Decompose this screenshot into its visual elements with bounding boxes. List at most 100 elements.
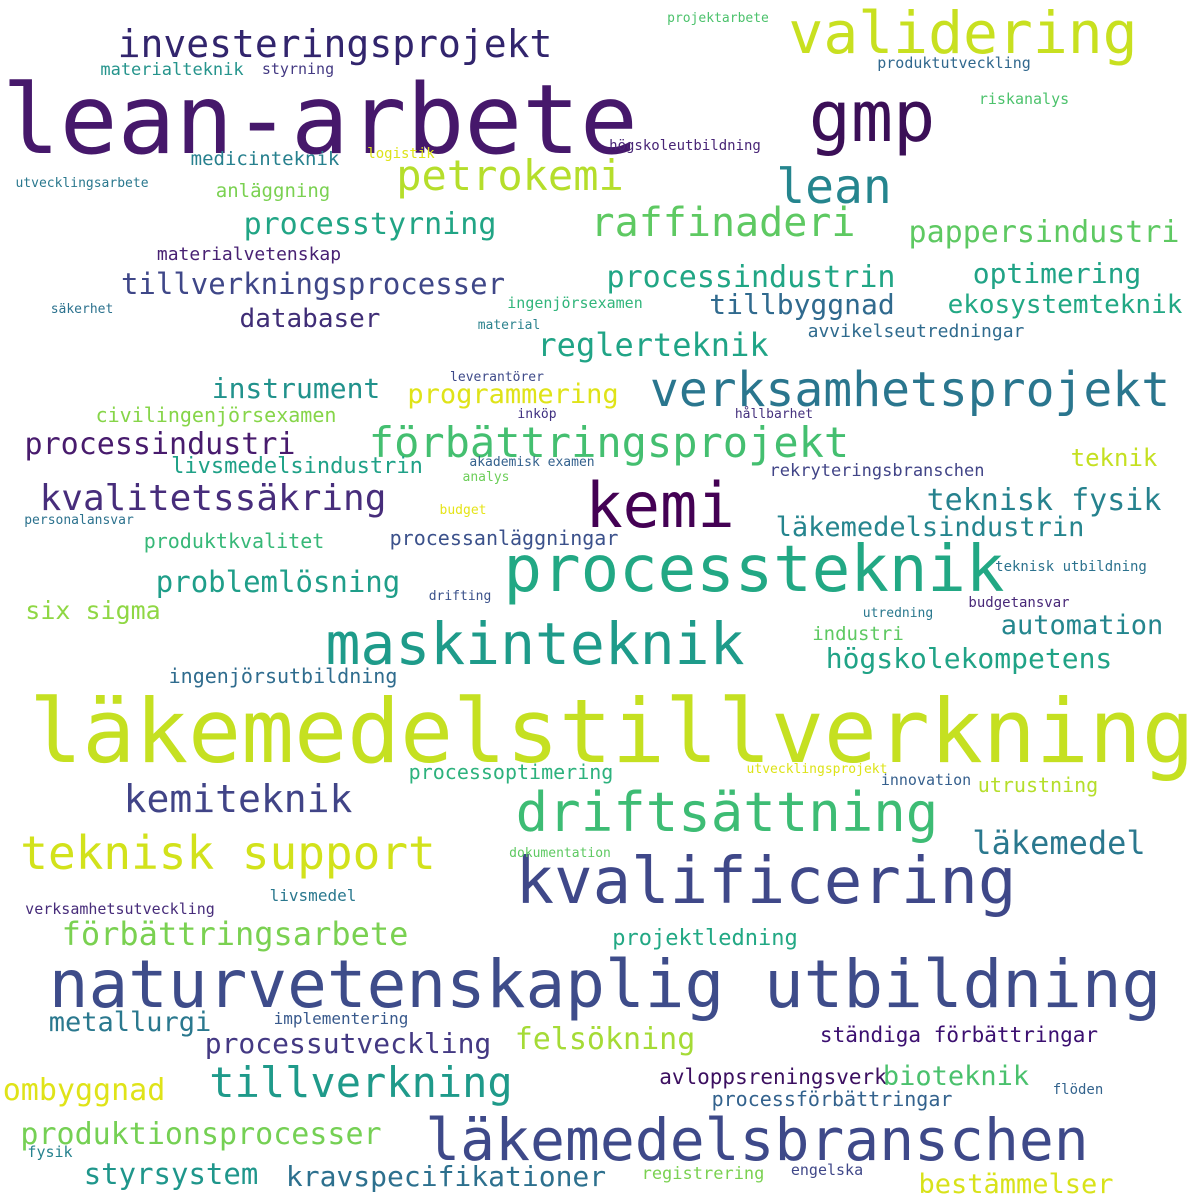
word-39: förbättringsprojekt bbox=[368, 418, 850, 467]
word-41: akademisk examen bbox=[469, 455, 595, 470]
word-42: analys bbox=[462, 470, 510, 485]
word-6: styrning bbox=[261, 60, 335, 78]
word-21: processindustrin bbox=[606, 260, 896, 295]
word-54: problemlösning bbox=[155, 565, 401, 599]
word-18: pappersindustri bbox=[908, 215, 1180, 250]
word-47: teknisk fysik bbox=[926, 483, 1162, 518]
word-3: investeringsprojekt bbox=[117, 22, 553, 66]
word-26: säkerhet bbox=[50, 302, 114, 317]
word-77: verksamhetsutveckling bbox=[25, 900, 215, 918]
word-50: produktkvalitet bbox=[143, 529, 325, 553]
word-37: hållbarhet bbox=[734, 407, 814, 422]
word-65: läkemedelstillverkning bbox=[29, 680, 1195, 783]
word-11: logistik bbox=[367, 146, 435, 162]
word-4: projektarbete bbox=[667, 11, 769, 26]
word-7: produktutveckling bbox=[877, 54, 1031, 72]
word-5: materialteknik bbox=[100, 60, 244, 80]
word-70: kemiteknik bbox=[123, 777, 353, 821]
word-72: teknisk support bbox=[20, 826, 436, 880]
word-61: automation bbox=[1000, 610, 1164, 641]
word-66: processoptimering bbox=[408, 760, 614, 784]
word-0: lean-arbete bbox=[1, 64, 638, 176]
word-79: projektledning bbox=[612, 926, 798, 951]
word-83: processutveckling bbox=[204, 1027, 492, 1060]
word-85: ständiga förbättringar bbox=[819, 1023, 1099, 1047]
word-49: personalansvar bbox=[24, 513, 134, 528]
word-91: processförbättringar bbox=[711, 1087, 953, 1111]
word-56: teknisk utbildning bbox=[995, 559, 1147, 575]
word-64: ingenjörsutbildning bbox=[168, 664, 398, 688]
word-35: civilingenjörsexamen bbox=[95, 403, 337, 427]
word-22: optimering bbox=[972, 257, 1142, 290]
word-44: teknik bbox=[1070, 444, 1158, 472]
word-15: anläggning bbox=[215, 180, 331, 202]
word-55: drifting bbox=[428, 589, 492, 604]
word-1: gmp bbox=[808, 76, 936, 158]
word-34: leverantörer bbox=[450, 370, 544, 385]
word-99: bestämmelser bbox=[918, 1169, 1114, 1200]
word-98: engelska bbox=[790, 1161, 864, 1179]
word-32: programmering bbox=[407, 379, 619, 410]
word-81: metallurgi bbox=[48, 1007, 212, 1038]
word-57: six sigma bbox=[25, 596, 161, 625]
word-52: läkemedelsindustrin bbox=[775, 512, 1085, 543]
word-82: implementering bbox=[273, 1009, 409, 1028]
word-14: utvecklingsarbete bbox=[15, 176, 149, 191]
word-43: rekryteringsbranschen bbox=[769, 461, 985, 481]
word-51: processanläggningar bbox=[389, 526, 619, 550]
word-87: ombyggnad bbox=[2, 1073, 166, 1108]
word-86: tillverkning bbox=[209, 1058, 513, 1107]
word-23: tillbyggnad bbox=[709, 288, 895, 321]
word-13: lean bbox=[776, 159, 892, 215]
word-95: styrsystem bbox=[83, 1157, 259, 1191]
word-69: utrustning bbox=[977, 773, 1099, 797]
word-28: material bbox=[477, 318, 541, 333]
word-96: kravspecifikationer bbox=[285, 1160, 607, 1193]
word-78: förbättringsarbete bbox=[61, 915, 409, 953]
word-68: innovation bbox=[880, 771, 972, 789]
word-63: högskolekompetens bbox=[825, 642, 1113, 675]
word-76: livsmedel bbox=[269, 886, 357, 905]
word-71: driftsättning bbox=[515, 781, 939, 844]
word-60: maskinteknik bbox=[325, 610, 745, 678]
word-29: avvikelseutredningar bbox=[807, 321, 1025, 342]
word-89: bioteknik bbox=[882, 1061, 1030, 1092]
word-27: ingenjörsexamen bbox=[507, 294, 643, 312]
word-12: petrokemi bbox=[396, 151, 624, 200]
word-24: ekosystemteknik bbox=[947, 290, 1183, 320]
word-84: felsökning bbox=[514, 1022, 696, 1057]
word-45: kvalitetssäkring bbox=[39, 478, 387, 519]
word-92: produktionsprocesser bbox=[20, 1117, 382, 1152]
word-9: högskoleutbildning bbox=[609, 138, 761, 154]
word-93: läkemedelsbranschen bbox=[425, 1106, 1089, 1174]
word-40: livsmedelsindustrin bbox=[171, 454, 423, 479]
word-16: processtyrning bbox=[243, 207, 497, 242]
word-53: processteknik bbox=[503, 533, 1005, 607]
word-58: budgetansvar bbox=[968, 595, 1070, 611]
word-10: medicinteknik bbox=[190, 148, 340, 170]
word-36: inköp bbox=[517, 407, 557, 422]
word-25: databaser bbox=[239, 304, 381, 334]
word-17: raffinaderi bbox=[590, 200, 856, 246]
word-59: utredning bbox=[862, 606, 934, 621]
word-30: reglerteknik bbox=[537, 326, 769, 364]
word-20: tillverkningsprocesser bbox=[120, 267, 506, 301]
word-67: utvecklingsprojekt bbox=[746, 762, 888, 777]
word-48: budget bbox=[439, 503, 487, 518]
word-75: dokumentation bbox=[509, 846, 611, 861]
word-33: verksamhetsprojekt bbox=[649, 362, 1171, 418]
word-97: registrering bbox=[641, 1164, 765, 1184]
word-31: instrument bbox=[211, 372, 381, 405]
word-19: materialvetenskap bbox=[156, 244, 342, 265]
word-73: läkemedel bbox=[972, 824, 1146, 862]
word-8: riskanalys bbox=[978, 90, 1070, 108]
word-46: kemi bbox=[585, 469, 735, 542]
word-90: flöden bbox=[1052, 1082, 1104, 1098]
word-38: processindustri bbox=[24, 427, 296, 462]
word-62: industri bbox=[812, 623, 904, 645]
word-94: fysik bbox=[27, 1143, 73, 1161]
word-88: avloppsreningsverk bbox=[659, 1065, 887, 1089]
word-2: validering bbox=[788, 0, 1138, 67]
word-74: kvalificering bbox=[515, 845, 1017, 919]
